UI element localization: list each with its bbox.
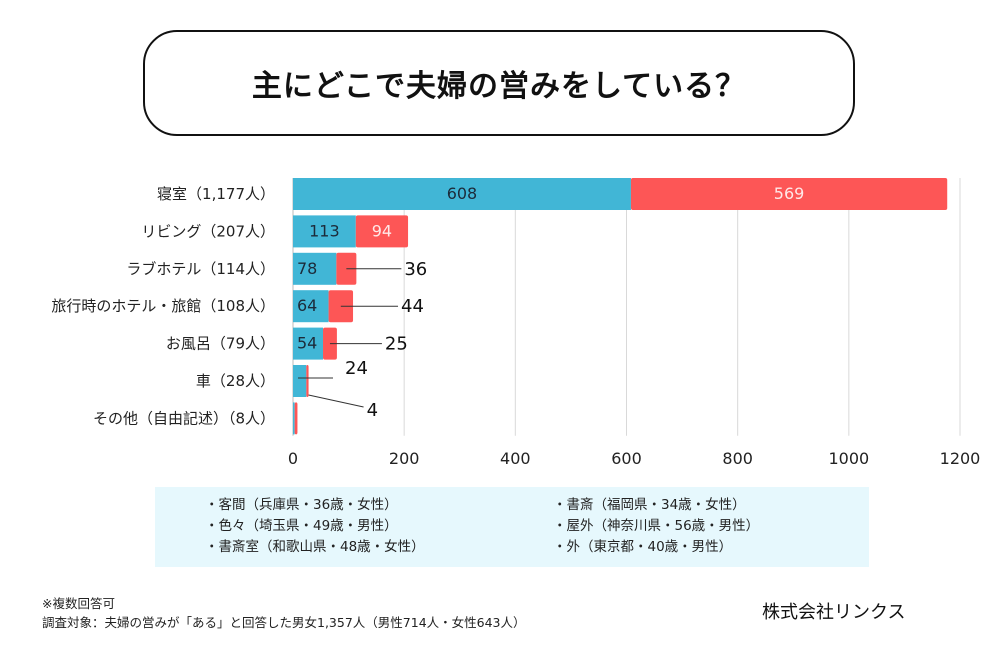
bar-male bbox=[293, 365, 307, 397]
category-label: 車（28人） bbox=[196, 372, 275, 390]
category-labels: 寝室（1,177人） リビング（207人） ラブホテル（114人） 旅行時のホテル・旅… bbox=[51, 185, 275, 427]
data-label-female: 4 bbox=[367, 400, 378, 421]
data-label-female: 569 bbox=[774, 184, 805, 203]
bar-male bbox=[293, 252, 337, 285]
data-label-male: 54 bbox=[297, 334, 317, 353]
category-label: 寝室（1,177人） bbox=[157, 185, 275, 203]
data-label-female: 36 bbox=[404, 259, 427, 280]
data-label-male: 113 bbox=[309, 221, 340, 240]
x-tick-label: 400 bbox=[500, 449, 531, 468]
bar-female bbox=[355, 215, 409, 248]
note-item: ・客間（兵庫県・36歳・女性） bbox=[205, 497, 398, 513]
note-item: ・書斎（福岡県・34歳・女性） bbox=[553, 497, 746, 513]
bars bbox=[293, 178, 948, 435]
bar-male bbox=[293, 178, 631, 210]
data-label-male: 78 bbox=[297, 259, 317, 278]
footnote-multiple-answers: ※複数回答可 bbox=[42, 596, 115, 611]
footnote: ※複数回答可 調査対象：夫婦の営みが「ある」と回答した男女1,357人（男性71… bbox=[42, 594, 526, 632]
bar-male bbox=[293, 402, 295, 435]
note-item: ・屋外（神奈川県・56歳・男性） bbox=[553, 518, 760, 534]
x-tick-label: 800 bbox=[722, 449, 753, 468]
data-labels: 608 569 113 94 78 36 64 44 54 25 24 4 bbox=[297, 184, 804, 421]
bar-male bbox=[293, 290, 329, 323]
data-label-female: 25 bbox=[385, 334, 408, 355]
notes-left-column: ・客間（兵庫県・36歳・女性） ・色々（埼玉県・49歳・男性） ・書斎室（和歌山… bbox=[205, 495, 425, 558]
data-label-male: 608 bbox=[447, 184, 478, 203]
note-item: ・色々（埼玉県・49歳・男性） bbox=[205, 518, 398, 534]
data-label-male: 24 bbox=[345, 358, 368, 379]
data-label-female: 94 bbox=[372, 221, 392, 240]
note-item: ・書斎室（和歌山県・48歳・女性） bbox=[205, 539, 425, 555]
data-label-female: 44 bbox=[401, 296, 424, 317]
x-tick-label: 1000 bbox=[828, 449, 869, 468]
bar-male bbox=[293, 215, 356, 248]
footnote-survey-target: 調査対象：夫婦の営みが「ある」と回答した男女1,357人（男性714人・女性64… bbox=[42, 615, 526, 630]
x-axis-ticks: 0 200 400 600 800 1000 1200 bbox=[288, 449, 980, 468]
chart-title: 主にどこで夫婦の営みをしている？ bbox=[251, 69, 747, 104]
bar-female bbox=[294, 402, 298, 435]
data-label-male: 64 bbox=[297, 296, 317, 315]
x-tick-label: 1200 bbox=[940, 449, 981, 468]
category-label: 旅行時のホテル・旅館（108人） bbox=[51, 297, 275, 315]
category-label: リビング（207人） bbox=[141, 222, 275, 240]
category-label: お風呂（79人） bbox=[166, 335, 275, 353]
leader-line bbox=[308, 394, 364, 408]
company-name: 株式会社リンクス bbox=[762, 602, 906, 623]
note-item: ・外（東京都・40歳・男性） bbox=[553, 539, 733, 555]
notes-right-column: ・書斎（福岡県・34歳・女性） ・屋外（神奈川県・56歳・男性） ・外（東京都・… bbox=[553, 495, 759, 558]
bar-male bbox=[293, 327, 324, 360]
bar-female bbox=[306, 365, 309, 397]
x-tick-label: 600 bbox=[611, 449, 642, 468]
free-response-notes: ・客間（兵庫県・36歳・女性） ・色々（埼玉県・49歳・男性） ・書斎室（和歌山… bbox=[155, 487, 869, 567]
x-tick-label: 200 bbox=[389, 449, 420, 468]
category-label: ラブホテル（114人） bbox=[126, 260, 275, 278]
bar-female bbox=[630, 178, 948, 210]
x-tick-label: 0 bbox=[288, 449, 298, 468]
category-label: その他（自由記述）（8人） bbox=[93, 409, 275, 427]
title-box: 主にどこで夫婦の営みをしている？ bbox=[143, 30, 855, 136]
bar-chart: 608 569 113 94 78 36 64 44 54 25 24 4 寝室（1,177人） リビン… bbox=[51, 178, 980, 468]
